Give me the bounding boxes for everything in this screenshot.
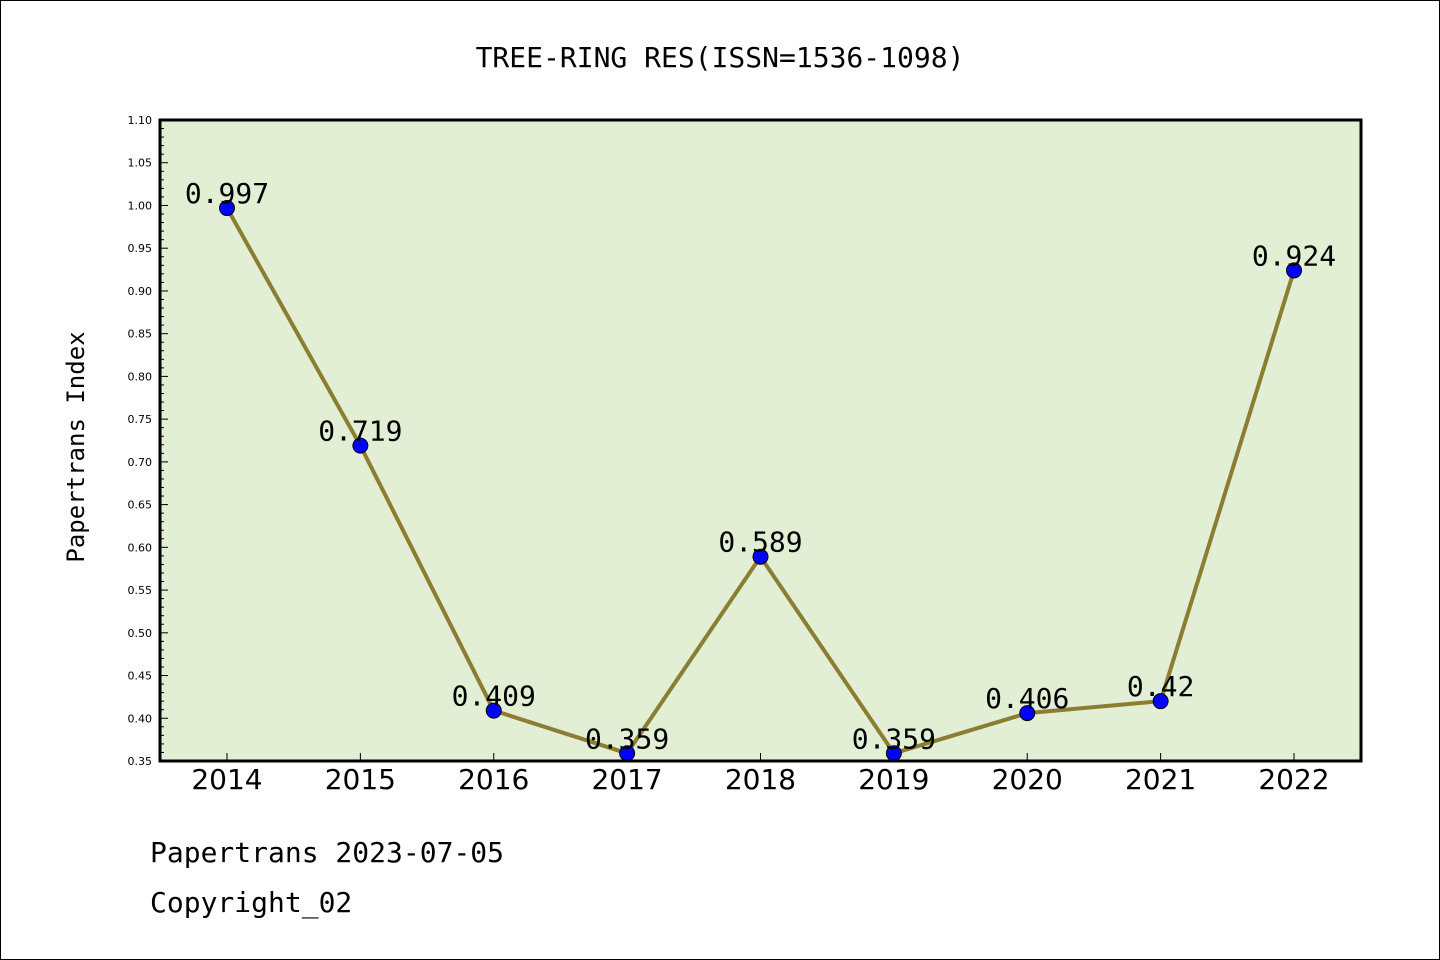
chart-title: TREE-RING RES(ISSN=1536-1098) — [476, 41, 965, 74]
data-label: 0.719 — [318, 415, 402, 448]
footer-date: Papertrans 2023-07-05 — [150, 836, 505, 869]
y-tick-label: 0.45 — [128, 670, 153, 683]
data-label: 0.409 — [452, 680, 536, 713]
data-point — [752, 548, 769, 565]
y-tick-label: 0.80 — [128, 370, 153, 383]
y-tick-label: 0.50 — [128, 627, 153, 640]
x-tick-label: 2018 — [725, 763, 796, 796]
y-tick-label: 0.95 — [128, 242, 153, 255]
data-point — [1152, 693, 1169, 710]
data-label: 0.997 — [185, 177, 269, 210]
data-label: 0.924 — [1252, 239, 1336, 272]
footer-copyright: Copyright_02 — [150, 886, 353, 919]
plot-border — [158, 118, 1363, 763]
y-tick-label: 1.00 — [128, 199, 153, 212]
data-labels: 0.997 0.719 0.409 0.359 0.589 0.359 0.406 0.42 0… — [185, 177, 1336, 755]
data-point — [485, 702, 502, 719]
data-label: 0.42 — [1127, 670, 1194, 703]
y-axis-label: Papertrans Index — [62, 331, 90, 562]
x-tick-label: 2019 — [858, 763, 929, 796]
y-tick-label: 0.70 — [128, 456, 153, 469]
y-tick-label: 0.85 — [128, 328, 153, 341]
y-tick-label: 0.40 — [128, 712, 153, 725]
y-tick-label: 0.60 — [128, 541, 153, 554]
x-tick-label: 2016 — [458, 763, 529, 796]
x-tick-label: 2022 — [1258, 763, 1329, 796]
x-tick-label: 2017 — [591, 763, 662, 796]
data-point — [219, 200, 235, 217]
data-label: 0.589 — [718, 526, 802, 559]
axis-ticks: 0.35 0.40 0.45 0.50 0.55 0.60 0.65 0.70 0.75 0.80… — [128, 114, 1330, 796]
x-tick-label: 2020 — [992, 763, 1063, 796]
y-tick-label: 1.05 — [128, 157, 153, 170]
y-tick-label: 0.90 — [128, 285, 153, 298]
data-label: 0.359 — [852, 722, 936, 755]
data-point — [1286, 262, 1302, 279]
data-series — [219, 200, 1302, 762]
y-tick-label: 0.55 — [128, 584, 153, 597]
y-tick-label: 1.10 — [128, 114, 153, 127]
x-tick-label: 2021 — [1125, 763, 1196, 796]
data-label: 0.359 — [585, 722, 669, 755]
y-tick-label: 0.35 — [128, 755, 153, 768]
y-tick-label: 0.75 — [128, 413, 153, 426]
data-point — [352, 437, 369, 454]
data-point — [1019, 705, 1036, 722]
y-tick-label: 0.65 — [128, 499, 153, 512]
data-label: 0.406 — [985, 682, 1069, 715]
x-tick-label: 2015 — [325, 763, 396, 796]
x-tick-label: 2014 — [191, 763, 262, 796]
